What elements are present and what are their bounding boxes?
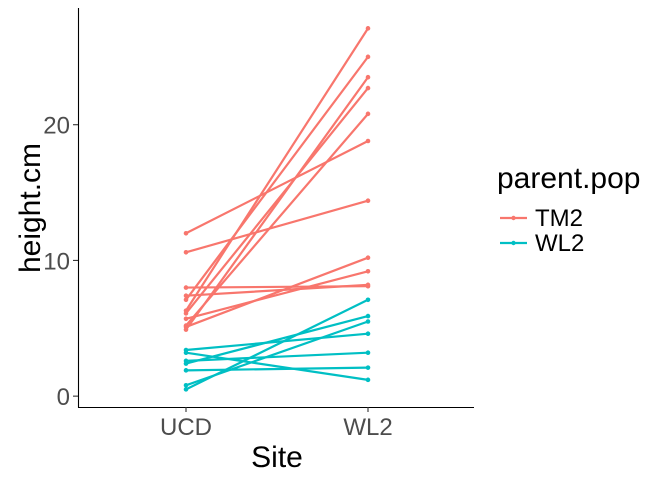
- data-point-ucd: [183, 361, 189, 366]
- series-tm2-1: [183, 138, 371, 236]
- legend-title: parent.pop: [497, 162, 640, 195]
- data-point-ucd: [183, 230, 189, 236]
- series-line: [184, 283, 370, 297]
- legend-key-tm2-point: [511, 215, 516, 221]
- series-tm2-8: [183, 268, 371, 322]
- series-tm2-5: [183, 54, 371, 303]
- series-wl2-16: [183, 365, 371, 373]
- series-tm2-7: [183, 85, 371, 316]
- data-point-wl2: [365, 350, 371, 356]
- data-point-wl2: [365, 319, 371, 324]
- x-axis-title: Site: [251, 441, 303, 474]
- data-point-wl2: [365, 282, 371, 288]
- x-ticks: UCD WL2: [160, 407, 393, 441]
- series-line: [184, 86, 370, 315]
- series-wl2-12: [183, 331, 371, 353]
- data-point-wl2: [365, 255, 371, 261]
- data-point-wl2: [365, 26, 371, 31]
- legend: parent.pop TM2 WL2: [497, 162, 640, 257]
- data-point-wl2: [365, 111, 371, 117]
- series-line: [184, 351, 370, 381]
- series-line: [184, 76, 370, 331]
- legend-label-wl2: WL2: [535, 230, 584, 257]
- series-wl2-18: [183, 297, 371, 392]
- data-point-wl2: [365, 138, 371, 144]
- series-tm2-6: [183, 26, 371, 313]
- y-ticks: 0 10 20: [43, 113, 78, 411]
- data-point-wl2: [365, 85, 371, 91]
- series-line: [184, 314, 370, 365]
- series-line: [184, 366, 370, 372]
- data-point-ucd: [183, 350, 189, 356]
- legend-item-wl2: WL2: [500, 230, 584, 257]
- data-point-wl2: [365, 297, 371, 303]
- data-point-wl2: [365, 377, 371, 383]
- data-point-wl2: [365, 74, 371, 80]
- data-point-wl2: [365, 365, 371, 370]
- data-point-wl2: [365, 331, 371, 337]
- series-line: [184, 139, 370, 235]
- series-line: [184, 351, 370, 362]
- y-tick-label-0: 0: [57, 384, 70, 411]
- series-line: [184, 256, 370, 329]
- data-point-ucd: [183, 387, 189, 392]
- x-tick-label-wl2: WL2: [343, 414, 392, 441]
- data-point-ucd: [183, 285, 189, 290]
- legend-item-tm2: TM2: [500, 205, 583, 232]
- series-tm2-2: [183, 198, 371, 255]
- y-tick-label-10: 10: [43, 248, 70, 275]
- data-point-ucd: [183, 311, 189, 316]
- data-point-ucd: [183, 316, 189, 322]
- series-wl2-13: [183, 350, 371, 383]
- series-line: [184, 332, 370, 352]
- series-line: [184, 55, 370, 301]
- data-point-wl2: [365, 268, 371, 274]
- y-tick-label-20: 20: [43, 113, 70, 140]
- data-point-ucd: [183, 368, 189, 373]
- data-point-ucd: [183, 297, 189, 303]
- series-tm2-11: [183, 255, 371, 330]
- data-point-wl2: [365, 54, 371, 60]
- legend-key-wl2-point: [511, 240, 516, 246]
- x-tick-label-ucd: UCD: [160, 414, 212, 441]
- series-line: [184, 199, 370, 254]
- series-line: [184, 27, 370, 312]
- data-point-ucd: [183, 249, 189, 255]
- data-point-ucd: [183, 382, 189, 388]
- series-line: [184, 270, 370, 320]
- data-point-ucd: [183, 324, 189, 330]
- series-line: [184, 298, 370, 391]
- y-axis-title: height.cm: [14, 143, 47, 273]
- data-point-wl2: [365, 313, 371, 319]
- series-layer: [183, 26, 371, 392]
- series-wl2-15: [183, 313, 371, 366]
- data-point-wl2: [365, 198, 371, 204]
- legend-label-tm2: TM2: [535, 205, 583, 232]
- series-line: [184, 112, 370, 327]
